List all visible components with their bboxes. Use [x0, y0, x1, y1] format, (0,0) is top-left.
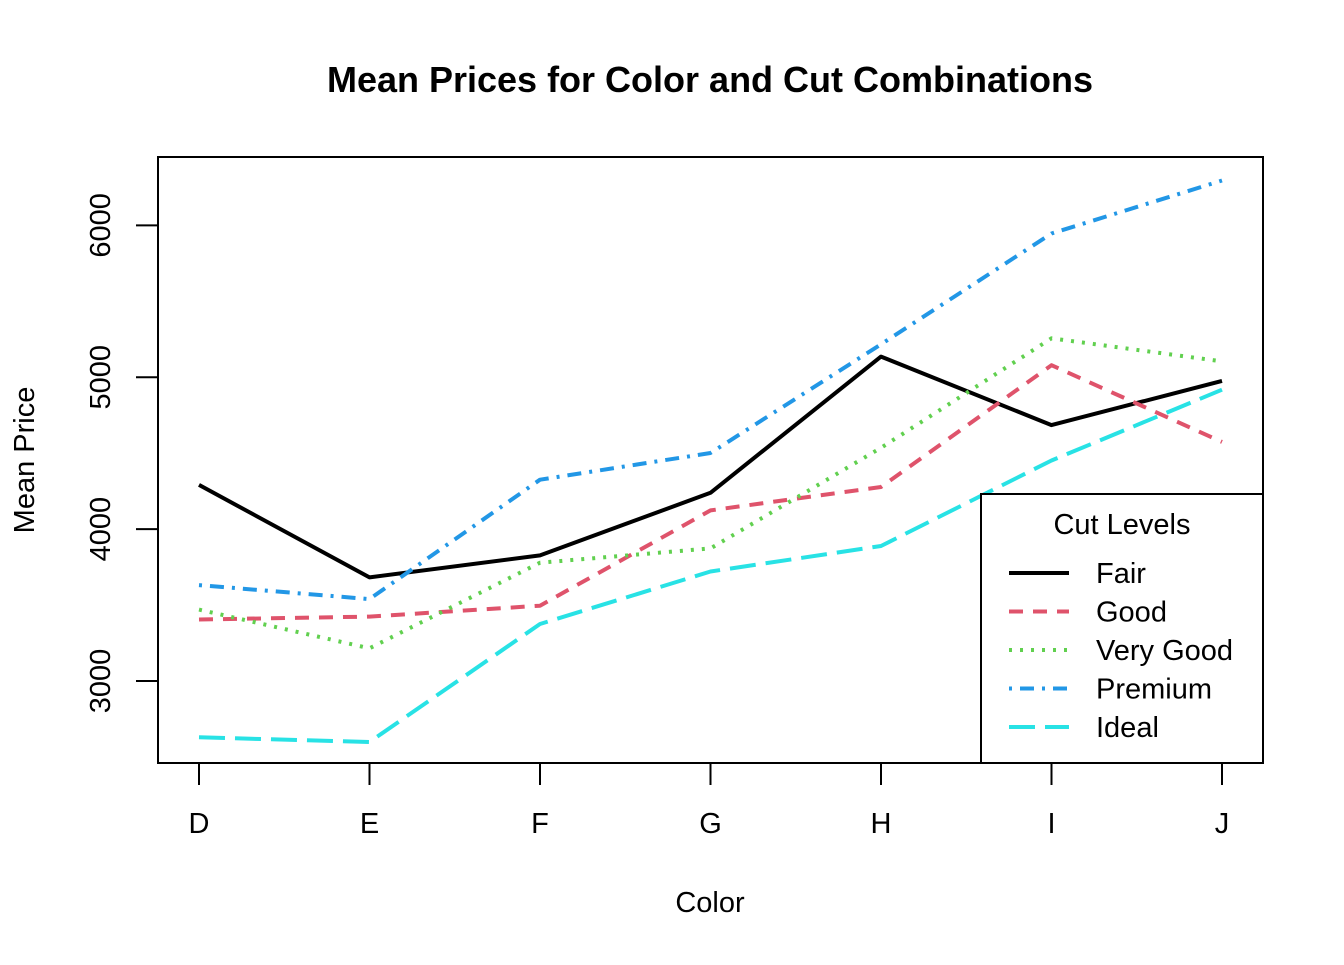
series-line-very-good [198, 336, 1223, 651]
x-axis: D E F G H I J [189, 762, 1230, 840]
series-line-premium [198, 178, 1223, 602]
series-lines [198, 178, 1223, 744]
series-line-fair [198, 354, 1223, 580]
x-tick-label-G: G [699, 808, 722, 840]
y-tick-label-6000: 6000 [85, 193, 117, 258]
x-tick-label-H: H [871, 808, 892, 840]
legend-label-very-good: Very Good [1096, 635, 1233, 667]
legend-title: Cut Levels [1053, 509, 1190, 541]
y-axis-label: Mean Price [9, 387, 41, 534]
legend-label-good: Good [1096, 597, 1167, 629]
legend-label-ideal: Ideal [1096, 712, 1159, 744]
legend-box [980, 493, 1264, 764]
x-tick-label-F: F [531, 808, 549, 840]
chart-title: Mean Prices for Color and Cut Combinatio… [327, 59, 1093, 100]
y-axis: 3000 4000 5000 6000 [85, 193, 159, 714]
x-tick-label-I: I [1047, 808, 1055, 840]
x-tick-label-J: J [1215, 808, 1230, 840]
legend-items: Fair Good Very Good Premium Ideal [1009, 558, 1233, 744]
legend: Cut Levels Fair Good Very Good Premium Ideal [980, 493, 1264, 764]
y-tick-label-5000: 5000 [85, 345, 117, 410]
y-tick-label-3000: 3000 [85, 649, 117, 714]
x-axis-label: Color [675, 887, 745, 919]
x-tick-label-D: D [189, 808, 210, 840]
series-line-good [198, 363, 1223, 622]
legend-label-fair: Fair [1096, 558, 1146, 590]
legend-label-premium: Premium [1096, 674, 1212, 706]
series-line-ideal [198, 387, 1223, 744]
x-tick-label-E: E [360, 808, 379, 840]
y-tick-label-4000: 4000 [85, 497, 117, 562]
